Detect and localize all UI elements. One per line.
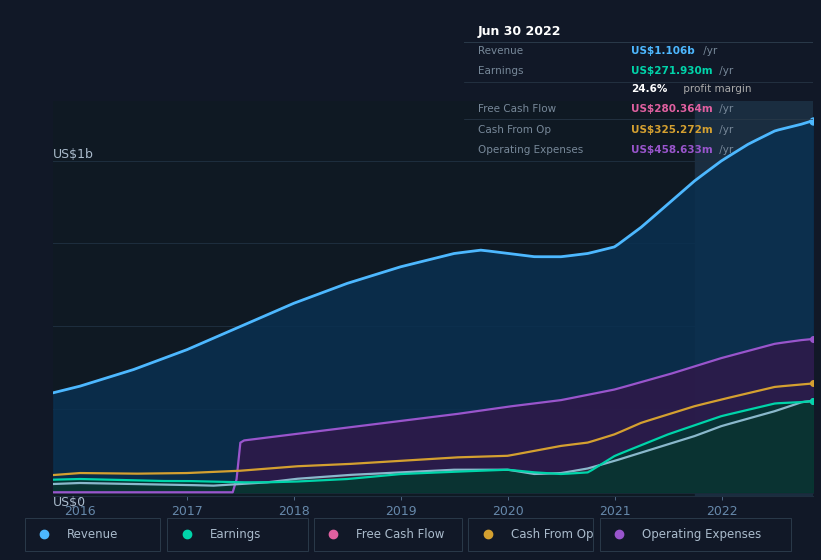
Text: Free Cash Flow: Free Cash Flow [356,528,445,541]
Text: Operating Expenses: Operating Expenses [478,145,583,155]
Text: /yr: /yr [716,145,733,155]
Text: Revenue: Revenue [67,528,118,541]
Text: US$325.272m: US$325.272m [631,124,713,134]
FancyBboxPatch shape [314,518,462,551]
Text: Earnings: Earnings [478,67,523,77]
Bar [695,101,821,496]
Text: US$0: US$0 [53,496,86,508]
Text: /yr: /yr [700,46,718,56]
FancyBboxPatch shape [599,518,791,551]
Text: Revenue: Revenue [478,46,523,56]
Text: /yr: /yr [716,124,733,134]
Text: US$1.106b: US$1.106b [631,46,695,56]
Text: Earnings: Earnings [210,528,261,541]
Text: US$1b: US$1b [53,148,94,161]
Text: 24.6%: 24.6% [631,83,667,94]
FancyBboxPatch shape [25,518,159,551]
Text: Cash From Op: Cash From Op [478,124,551,134]
Text: US$271.930m: US$271.930m [631,67,713,77]
Text: Operating Expenses: Operating Expenses [642,528,761,541]
Text: /yr: /yr [716,67,733,77]
Text: /yr: /yr [716,104,733,114]
Text: US$280.364m: US$280.364m [631,104,713,114]
Text: Jun 30 2022: Jun 30 2022 [478,25,562,38]
Text: Cash From Op: Cash From Op [511,528,594,541]
Text: US$458.633m: US$458.633m [631,145,713,155]
FancyBboxPatch shape [167,518,308,551]
Text: profit margin: profit margin [680,83,752,94]
FancyBboxPatch shape [468,518,594,551]
Text: Free Cash Flow: Free Cash Flow [478,104,556,114]
